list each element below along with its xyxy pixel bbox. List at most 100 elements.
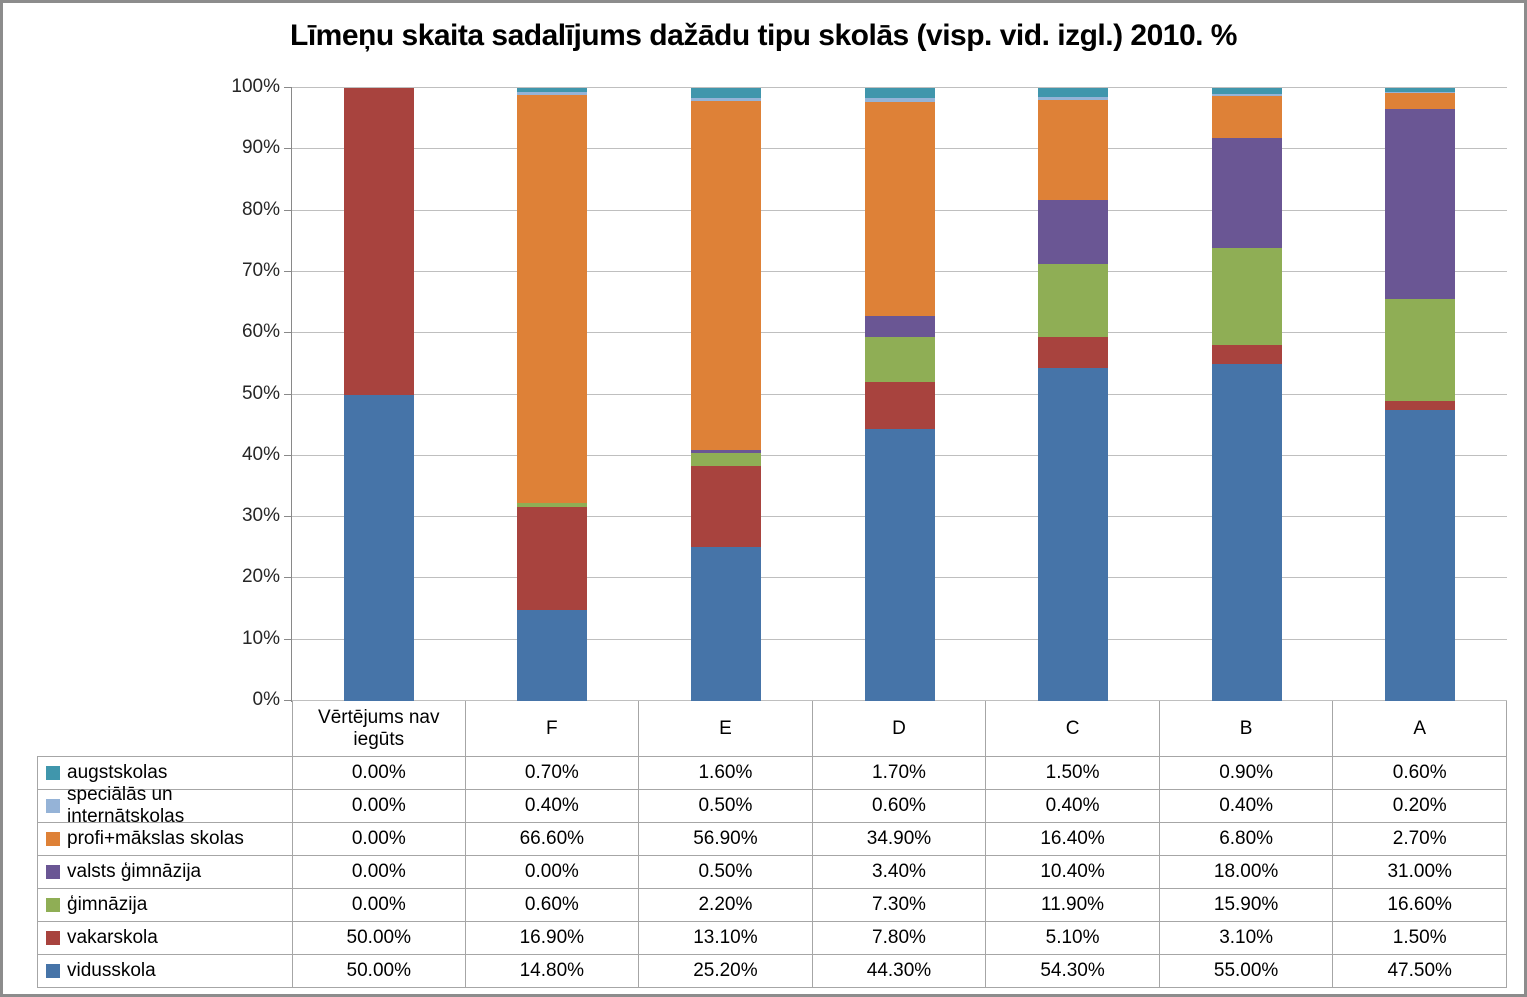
bar-segment-augstskolas-3 xyxy=(864,88,935,99)
table-value-cell: 0.00% xyxy=(292,757,466,790)
y-axis-label: 20% xyxy=(241,566,280,588)
table-value-cell: 0.00% xyxy=(292,823,466,856)
legend-series-name: ģimnāzija xyxy=(67,894,148,916)
bar-segment-augstskolas-1 xyxy=(517,88,588,93)
table-value-cell: 44.30% xyxy=(812,955,987,988)
table-value-cell: 2.70% xyxy=(1333,823,1507,856)
legend-row-label: vakarskola xyxy=(37,922,292,955)
bar-segment-valsts-imn-zija-2 xyxy=(690,449,761,453)
table-value-cell: 50.00% xyxy=(292,922,466,955)
table-value-cell: 18.00% xyxy=(1159,856,1334,889)
table-value-cell: 15.90% xyxy=(1159,889,1334,922)
axis-tick xyxy=(284,270,292,272)
table-value-cell: 7.80% xyxy=(812,922,987,955)
table-value-cell: 0.40% xyxy=(1159,790,1334,823)
category-header: B xyxy=(1159,701,1334,757)
table-value-cell: 66.60% xyxy=(465,823,640,856)
axis-tick xyxy=(284,332,292,334)
bar-segment--imn-zija-6 xyxy=(1385,299,1456,401)
y-axis-label: 50% xyxy=(241,382,280,404)
y-axis-label: 10% xyxy=(241,627,280,649)
bar-segment-vakarskola-5 xyxy=(1211,345,1282,365)
table-value-cell: 5.10% xyxy=(986,922,1160,955)
category-header: E xyxy=(639,701,813,757)
table-value-cell: 56.90% xyxy=(639,823,813,856)
axis-tick xyxy=(284,700,292,701)
table-value-cell: 1.50% xyxy=(1333,922,1507,955)
category-header: C xyxy=(986,701,1160,757)
bar-segment-vakarskola-0 xyxy=(343,88,414,395)
legend-color-swatch xyxy=(46,931,60,945)
bar-segment-vakarskola-6 xyxy=(1385,400,1456,411)
table-value-cell: 0.00% xyxy=(292,790,466,823)
table-value-cell: 10.40% xyxy=(986,856,1160,889)
bar-segment-profi-m-kslas-skolas-2 xyxy=(690,100,761,450)
table-value-cell: 55.00% xyxy=(1159,955,1334,988)
bar-segment-vidusskola-0 xyxy=(343,394,414,701)
category-header: F xyxy=(465,701,640,757)
bar-segment-vidusskola-3 xyxy=(864,429,935,701)
bar-segment-profi-m-kslas-skolas-6 xyxy=(1385,92,1456,110)
table-value-cell: 0.00% xyxy=(292,856,466,889)
table-value-cell: 16.90% xyxy=(465,922,640,955)
bar-segment-valsts-imn-zija-5 xyxy=(1211,137,1282,248)
table-value-cell: 3.10% xyxy=(1159,922,1334,955)
y-axis-label: 30% xyxy=(241,505,280,527)
bar-segment-vakarskola-3 xyxy=(864,381,935,430)
axis-tick xyxy=(284,393,292,395)
bar-segment-vidusskola-2 xyxy=(690,546,761,701)
bar-segment-vidusskola-6 xyxy=(1385,410,1456,701)
legend-color-swatch xyxy=(46,832,60,846)
table-value-cell: 0.00% xyxy=(465,856,640,889)
axis-tick xyxy=(284,148,292,150)
y-axis-label: 0% xyxy=(252,689,280,710)
table-value-cell: 54.30% xyxy=(986,955,1160,988)
axis-tick xyxy=(284,209,292,211)
legend-series-name: valsts ģimnāzija xyxy=(67,861,202,883)
legend-color-swatch xyxy=(46,799,60,813)
legend-color-swatch xyxy=(46,964,60,978)
y-axis-label: 40% xyxy=(241,443,280,465)
table-value-cell: 31.00% xyxy=(1333,856,1507,889)
bar-segment-vidusskola-4 xyxy=(1038,368,1109,701)
table-value-cell: 2.20% xyxy=(639,889,813,922)
table-value-cell: 16.40% xyxy=(986,823,1160,856)
bar-segment-speci-l-s-un-intern-tskolas-6 xyxy=(1385,91,1456,93)
table-value-cell: 7.30% xyxy=(812,889,987,922)
table-value-cell: 11.90% xyxy=(986,889,1160,922)
category-header: D xyxy=(812,701,987,757)
table-value-cell: 34.90% xyxy=(812,823,987,856)
table-value-cell: 0.60% xyxy=(812,790,987,823)
category-header: A xyxy=(1333,701,1507,757)
bar-segment-vakarskola-1 xyxy=(517,506,588,611)
legend-row-label: valsts ģimnāzija xyxy=(37,856,292,889)
legend-row-label: ģimnāzija xyxy=(37,889,292,922)
table-value-cell: 0.20% xyxy=(1333,790,1507,823)
legend-color-swatch xyxy=(46,898,60,912)
legend-row-label: speciālās un internātskolas xyxy=(37,784,292,827)
bar-segment-augstskolas-2 xyxy=(690,88,761,98)
y-axis-label: 70% xyxy=(241,259,280,281)
y-axis-label: 80% xyxy=(241,198,280,220)
bar-segment-valsts-imn-zija-4 xyxy=(1038,200,1109,264)
bar-segment-speci-l-s-un-intern-tskolas-1 xyxy=(517,92,588,95)
table-value-cell: 1.50% xyxy=(986,757,1160,790)
table-value-cell: 47.50% xyxy=(1333,955,1507,988)
bar-segment-speci-l-s-un-intern-tskolas-2 xyxy=(690,97,761,101)
bar-segment-profi-m-kslas-skolas-5 xyxy=(1211,95,1282,138)
bar-segment-speci-l-s-un-intern-tskolas-3 xyxy=(864,98,935,103)
table-value-cell: 1.60% xyxy=(639,757,813,790)
table-value-cell: 1.70% xyxy=(812,757,987,790)
table-value-cell: 14.80% xyxy=(465,955,640,988)
bar-segment--imn-zija-2 xyxy=(690,452,761,467)
table-value-cell: 25.20% xyxy=(639,955,813,988)
legend-series-name: vakarskola xyxy=(67,927,158,949)
legend-color-swatch xyxy=(46,766,60,780)
bar-segment-augstskolas-4 xyxy=(1038,88,1109,98)
bar-segment-profi-m-kslas-skolas-3 xyxy=(864,102,935,317)
table-value-cell: 0.00% xyxy=(292,889,466,922)
bar-segment-profi-m-kslas-skolas-1 xyxy=(517,94,588,503)
bar-segment-valsts-imn-zija-3 xyxy=(864,316,935,337)
